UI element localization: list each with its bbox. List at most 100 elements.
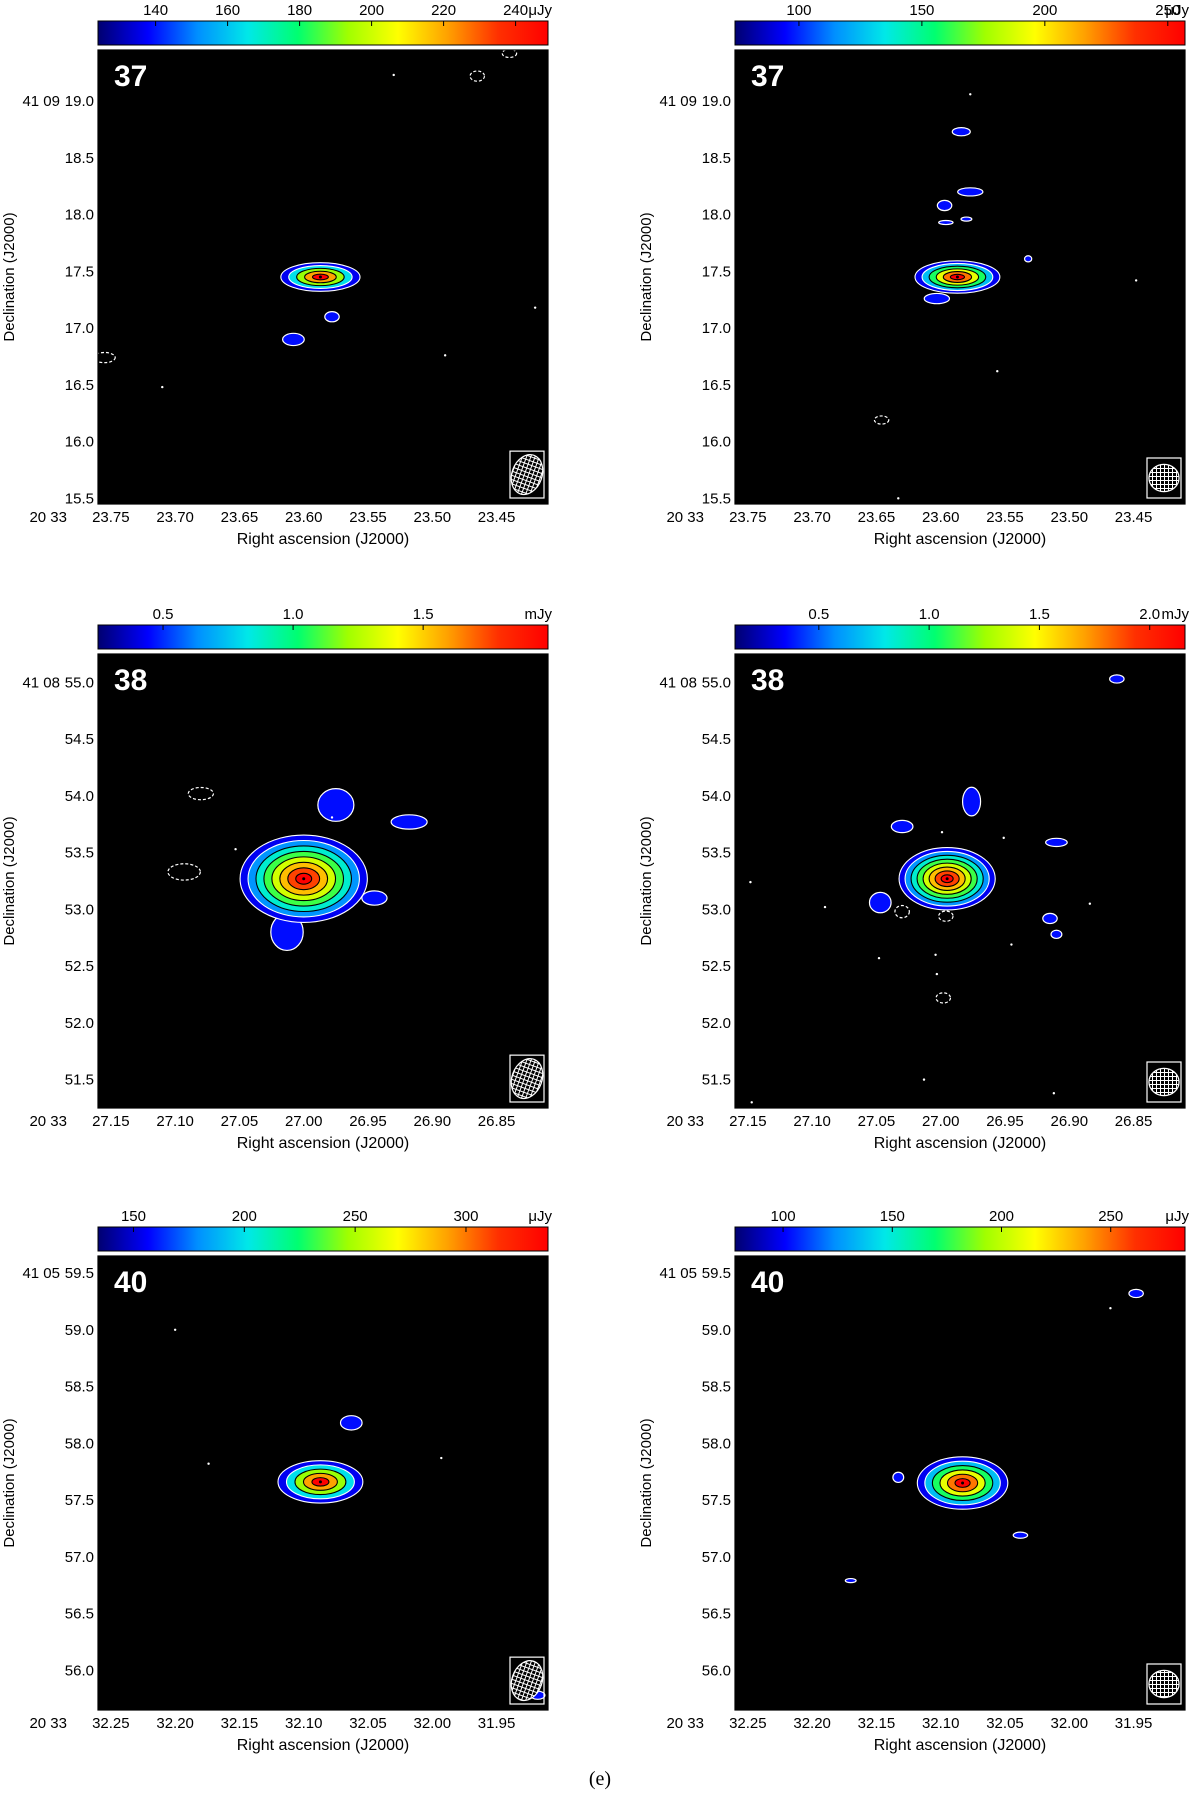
beam-box	[509, 450, 545, 499]
x-axis-label: Right ascension (J2000)	[237, 1135, 410, 1152]
x-tick-label: 32.25	[729, 1715, 767, 1732]
x-tick-label: 31.95	[478, 1715, 516, 1732]
negative-contour	[187, 786, 215, 801]
noise-speck	[934, 953, 937, 956]
colorbar-tick-label: 300	[453, 1208, 478, 1225]
x-tick-label: 32.00	[1051, 1715, 1089, 1732]
y-tick-label: 16.5	[702, 377, 731, 394]
x-tick-label: 32.10	[922, 1715, 960, 1732]
noise-speck	[392, 73, 395, 77]
beam-ellipse	[510, 1058, 544, 1100]
colorbar-unit: μJy	[528, 2, 552, 19]
noise-speck	[234, 848, 237, 851]
x-tick-label: 26.85	[478, 1113, 516, 1130]
x-tick-label: 23.65	[221, 509, 259, 526]
x-tick-label: 27.15	[92, 1113, 130, 1130]
y-tick-label: 52.0	[65, 1015, 94, 1032]
emission-island	[951, 127, 971, 137]
noise-speck	[330, 816, 334, 819]
emission-island	[844, 1577, 857, 1584]
noise-speck	[207, 1462, 210, 1465]
colorbar-tick-label: 240	[503, 2, 528, 19]
colorbar-tick-label: 200	[359, 2, 384, 19]
emission-island	[938, 219, 954, 226]
x-tick-label: 23.50	[414, 509, 452, 526]
colorbar-tick-label: 150	[880, 1208, 905, 1225]
colorbar-tick-label: 160	[215, 2, 240, 19]
x-tick-label: 26.95	[349, 1113, 387, 1130]
negative-contour	[98, 351, 116, 364]
y-axis-label: Declination (J2000)	[1, 816, 18, 945]
x-axis-label: Right ascension (J2000)	[874, 1737, 1047, 1754]
y-tick-label: 53.0	[65, 901, 94, 918]
noise-speck	[1010, 943, 1013, 946]
colorbar-tick-label: 0.5	[808, 606, 829, 623]
y-tick-label: 58.0	[65, 1435, 94, 1452]
y-tick-label: 56.0	[65, 1662, 94, 1679]
y-tick-label: 15.5	[702, 490, 731, 507]
chart-panel-4: 0.5 1.0 1.5 2.0 mJy 38 27.15 27.10 27.05 27.00 26.…	[638, 606, 1189, 1152]
beam-ellipse	[1148, 1669, 1180, 1699]
beam-box	[1146, 457, 1182, 499]
noise-speck	[173, 1328, 177, 1331]
y-tick-label: 18.5	[702, 150, 731, 167]
source-peak-marker	[961, 1481, 965, 1485]
x-tick-label: 31.95	[1115, 1715, 1153, 1732]
colorbar-unit: μJy	[528, 1208, 552, 1225]
x-tick-label: 27.10	[793, 1113, 831, 1130]
plot-frame	[734, 653, 1186, 1109]
x-tick-label: 23.45	[478, 509, 516, 526]
x-tick-label: 26.90	[414, 1113, 452, 1130]
colorbar-tick-label: 140	[143, 2, 168, 19]
x-tick-prefix: 20 33	[666, 1113, 704, 1130]
source-number: 40	[751, 1266, 784, 1299]
x-tick-label: 27.10	[156, 1113, 194, 1130]
colorbar-tick-label: 1.5	[413, 606, 434, 623]
colorbar-tick-label: 2.0	[1139, 606, 1160, 623]
y-tick-label: 56.5	[702, 1606, 731, 1623]
plot-frame	[97, 49, 549, 505]
map-content	[873, 93, 1138, 500]
y-axis-label: Declination (J2000)	[1, 212, 18, 341]
noise-speck	[533, 306, 537, 309]
emission-island	[1042, 912, 1058, 925]
source-number: 40	[114, 1266, 147, 1299]
map-content	[167, 786, 428, 952]
beam-box	[509, 1656, 545, 1705]
noise-speck	[940, 830, 944, 834]
noise-speck	[1002, 836, 1005, 840]
emission-island	[892, 1471, 905, 1484]
noise-speck	[1052, 1092, 1056, 1095]
x-tick-label: 23.65	[858, 509, 896, 526]
y-tick-label: 57.5	[702, 1492, 731, 1509]
colorbar-unit: μJy	[1165, 1208, 1189, 1225]
y-tick-label: 53.0	[702, 901, 731, 918]
colorbar	[97, 624, 549, 650]
x-tick-label: 23.60	[922, 509, 960, 526]
emission-island	[923, 292, 951, 305]
y-tick-label: 18.5	[65, 150, 94, 167]
colorbar-tick-label: 250	[1155, 2, 1180, 19]
colorbar-tick-label: 200	[989, 1208, 1014, 1225]
y-tick-prefix: 41 05	[659, 1265, 697, 1282]
y-tick-label: 18.0	[65, 207, 94, 224]
source-number: 37	[751, 60, 784, 93]
noise-speck	[1088, 902, 1092, 905]
x-tick-label: 23.55	[349, 509, 387, 526]
y-tick-label: 59.0	[702, 1322, 731, 1339]
y-tick-label: 17.5	[65, 263, 94, 280]
noise-speck	[750, 1101, 753, 1104]
colorbar	[97, 1226, 549, 1252]
x-tick-label: 27.05	[858, 1113, 896, 1130]
y-tick-label: 53.5	[65, 845, 94, 862]
x-tick-prefix: 20 33	[666, 509, 704, 526]
y-tick-label: 15.5	[65, 490, 94, 507]
y-tick-prefix: 41 08	[22, 674, 60, 691]
negative-contour	[938, 910, 954, 922]
map-content	[844, 1288, 1144, 1584]
negative-contour	[894, 904, 910, 919]
y-tick-label: 52.5	[65, 958, 94, 975]
y-tick-label: 57.0	[65, 1549, 94, 1566]
colorbar-tick-label: 1.0	[919, 606, 940, 623]
